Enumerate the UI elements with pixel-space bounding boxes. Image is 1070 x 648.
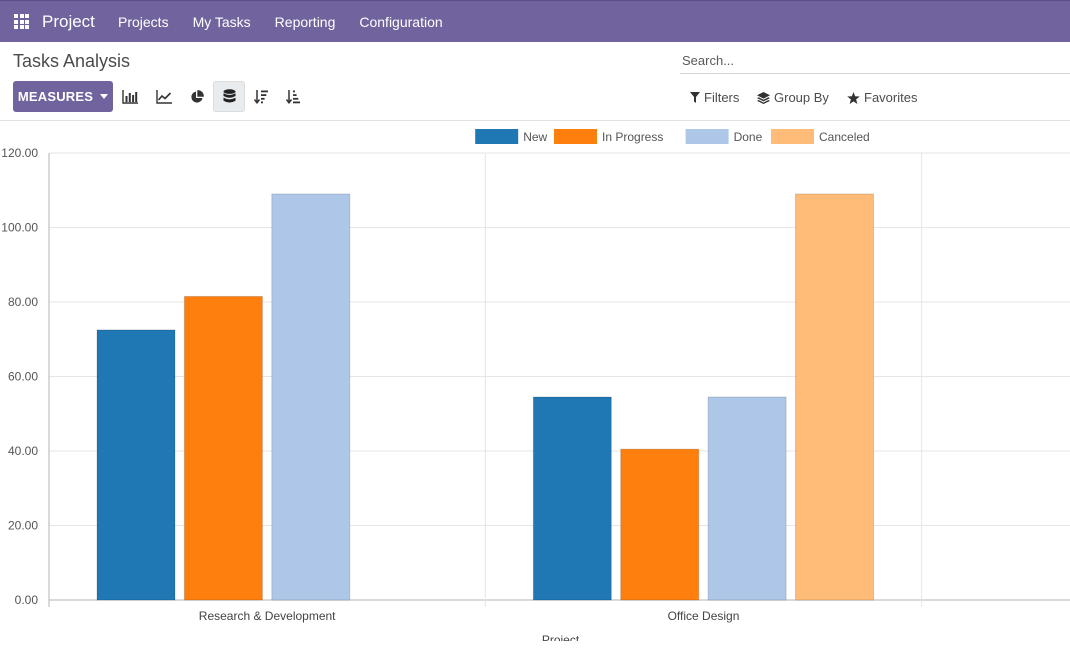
- filters-dropdown[interactable]: Filters: [690, 90, 739, 105]
- bar-new: [96, 329, 176, 601]
- menu-item-my-tasks[interactable]: My Tasks: [192, 14, 251, 30]
- page-title: Tasks Analysis: [13, 51, 131, 71]
- legend-swatch-canceled: [771, 129, 814, 144]
- control-panel-divider: [0, 120, 1070, 121]
- pie-chart-button[interactable]: [181, 81, 213, 112]
- bar-new: [532, 396, 612, 601]
- bar-chart-icon: [122, 89, 138, 104]
- legend-swatch-in-progress: [554, 129, 597, 144]
- y-tick-label: 100.00: [1, 221, 38, 235]
- filter-icon: [690, 92, 700, 103]
- sort-descending-button[interactable]: [245, 81, 277, 112]
- bar-done: [707, 396, 787, 601]
- legend-swatch-done: [685, 129, 729, 144]
- x-tick-label: Research & Development: [199, 609, 336, 623]
- y-tick-label: 40.00: [8, 444, 38, 458]
- measures-label: MEASURES: [17, 89, 94, 104]
- bar-chart-button[interactable]: [114, 81, 146, 112]
- y-tick-label: 80.00: [8, 295, 38, 309]
- y-tick-label: 60.00: [8, 370, 38, 384]
- line-chart-icon: [156, 89, 172, 104]
- bar-chart: 0.00 20.00 40.00 60.00 80.00 100.00 120.00 Rese…: [1, 129, 1070, 641]
- pie-chart-icon: [191, 89, 204, 103]
- measures-button[interactable]: MEASURES: [13, 81, 113, 112]
- bar-in-progress: [620, 448, 700, 601]
- app-brand[interactable]: Project: [42, 12, 95, 31]
- filters-label: Filters: [704, 90, 740, 105]
- y-tick-label: 0.00: [15, 593, 39, 607]
- legend-label: New: [523, 130, 547, 144]
- y-tick-label: 120.00: [1, 146, 38, 160]
- menu-item-reporting[interactable]: Reporting: [274, 14, 336, 30]
- groupby-dropdown[interactable]: Group By: [757, 90, 829, 105]
- sort-descending-icon: [253, 90, 268, 104]
- stacked-button[interactable]: [213, 81, 245, 112]
- bar-in-progress: [183, 295, 263, 601]
- groupby-label: Group By: [774, 90, 829, 105]
- apps-menu-icon[interactable]: [14, 14, 29, 29]
- legend-label: Canceled: [819, 130, 870, 144]
- bar-canceled: [795, 193, 875, 601]
- x-tick-label: Office Design: [668, 609, 740, 623]
- favorites-label: Favorites: [864, 90, 918, 105]
- legend-label: Done: [734, 130, 763, 144]
- bar-done: [271, 193, 351, 601]
- x-axis-title: Project: [542, 633, 580, 641]
- line-chart-button[interactable]: [148, 81, 180, 112]
- y-tick-label: 20.00: [8, 519, 38, 533]
- sort-ascending-button[interactable]: [277, 81, 309, 112]
- star-icon: [847, 91, 860, 104]
- main-menu: Projects My Tasks Reporting Configuratio…: [106, 1, 455, 43]
- menu-item-projects[interactable]: Projects: [118, 14, 169, 30]
- search-input[interactable]: [680, 48, 1070, 74]
- caret-down-icon: [100, 94, 109, 99]
- favorites-dropdown[interactable]: Favorites: [847, 90, 917, 105]
- legend-swatch-new: [475, 129, 519, 144]
- layers-icon: [757, 91, 770, 104]
- menu-item-configuration[interactable]: Configuration: [359, 14, 443, 30]
- database-stack-icon: [223, 89, 235, 103]
- sort-ascending-icon: [285, 90, 300, 104]
- legend-label: In Progress: [602, 130, 663, 144]
- top-navbar: Project Projects My Tasks Reporting Conf…: [0, 0, 1070, 42]
